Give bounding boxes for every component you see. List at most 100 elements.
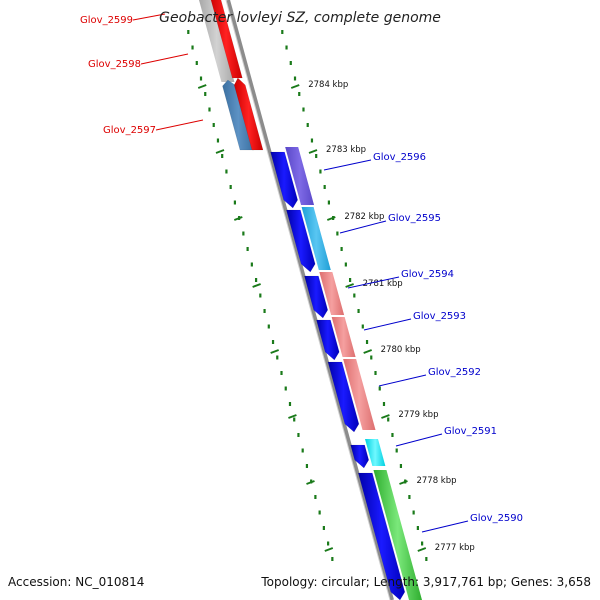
- gene-arrow-glov-2592: [327, 361, 360, 433]
- scale-dot: [267, 324, 270, 329]
- kbp-tick-label: 2780 kbp: [381, 345, 421, 355]
- gene-bar-glov-2591: [364, 439, 386, 466]
- scale-dot: [288, 402, 292, 406]
- scale-dot: [353, 293, 356, 298]
- gene-arrow-glov-2597: [233, 77, 264, 151]
- kbp-tick-mark: [324, 547, 334, 552]
- scale-dot: [348, 278, 352, 282]
- scale-dot: [301, 448, 304, 453]
- scale-dot: [421, 541, 424, 546]
- scale-dot: [408, 495, 411, 499]
- kbp-tick-label: 2783 kbp: [326, 145, 366, 155]
- kbp-tick-mark: [197, 84, 207, 89]
- kbp-tick-mark: [417, 547, 427, 552]
- gene-arrow-glov-2590: [357, 472, 406, 600]
- scale-track: 2784 kbp 2783 kbp 2782 kbp 2781 kbp 2780 kbp…: [187, 30, 475, 561]
- gene-arrow-glov-2595: [286, 209, 316, 273]
- gene-label-glov-2599: Glov_2599: [80, 15, 133, 26]
- leader-line: [323, 159, 372, 171]
- gene-bar-glov-2595: [301, 207, 331, 270]
- genome-backbone-highlight: [225, 0, 391, 600]
- kbp-tick-label: 2777 kbp: [435, 543, 475, 553]
- scale-dot: [276, 355, 279, 360]
- scale-dot: [378, 386, 381, 391]
- gene-bar-glov-2590: [373, 470, 422, 600]
- scale-dot: [221, 154, 224, 158]
- gene-label-glov-2590: Glov_2590: [470, 513, 523, 524]
- kbp-tick-mark: [306, 480, 315, 485]
- scale-dot: [289, 61, 292, 65]
- scale-dot: [310, 138, 314, 143]
- scale-dot: [425, 557, 428, 561]
- gene-label-glov-2592: Glov_2592: [428, 367, 481, 378]
- kbp-tick-label: 2779 kbp: [398, 410, 438, 420]
- scale-dot: [271, 340, 275, 344]
- leader-line: [140, 53, 189, 65]
- scale-dot: [302, 107, 305, 112]
- gene-bar-glov-2593: [331, 317, 356, 357]
- scale-dot: [340, 247, 343, 251]
- scale-dot: [361, 324, 364, 329]
- scale-dot: [259, 293, 262, 298]
- scale-dot: [191, 45, 194, 50]
- gene-features: [199, 0, 422, 600]
- kbp-tick-label: 2778 kbp: [416, 476, 456, 486]
- scale-dot: [387, 417, 390, 422]
- scale-dot: [370, 355, 373, 360]
- scale-dot: [293, 417, 296, 422]
- scale-dot: [229, 185, 232, 189]
- leader-line: [155, 119, 204, 131]
- kbp-tick-mark: [363, 349, 373, 354]
- scale-dot: [306, 123, 309, 127]
- gene-bar-glov-2596: [285, 147, 315, 205]
- scale-dot: [399, 464, 403, 468]
- scale-dot: [216, 138, 220, 143]
- gene-arrow-glov-2594: [304, 275, 329, 319]
- scale-dot: [263, 309, 266, 313]
- kbp-tick-label: 2784 kbp: [308, 80, 348, 90]
- kbp-tick-mark: [233, 216, 243, 221]
- scale-dot: [233, 200, 237, 205]
- scale-dot: [412, 510, 415, 515]
- scale-dot: [365, 340, 369, 344]
- kbp-tick-mark: [326, 216, 336, 221]
- genome-summary-text: Topology: circular; Length: 3,917,761 bp…: [260, 575, 591, 589]
- scale-dot: [297, 433, 300, 437]
- gene-label-glov-2598: Glov_2598: [88, 59, 141, 70]
- gene-labels: Glov_2599 Glov_2598 Glov_2597 Glov_2596 Glov…: [80, 13, 523, 533]
- scale-dot: [318, 510, 321, 515]
- kbp-tick-mark: [399, 480, 408, 485]
- scale-dot: [327, 541, 330, 546]
- scale-dot: [250, 262, 253, 267]
- leader-line: [395, 433, 443, 447]
- gene-arrow-glov-2591: [350, 444, 370, 469]
- leader-line: [339, 220, 387, 234]
- scale-dot: [246, 247, 249, 251]
- scale-dot: [344, 262, 347, 267]
- leader-line: [363, 318, 412, 331]
- gene-label-glov-2596: Glov_2596: [373, 152, 426, 163]
- scale-dot: [280, 371, 283, 375]
- gene-arrow-glov-2596: [270, 151, 298, 209]
- gene-label-glov-2595: Glov_2595: [388, 213, 441, 224]
- kbp-tick-mark: [290, 84, 300, 89]
- scale-dot: [285, 45, 288, 50]
- scale-dot: [242, 231, 245, 236]
- leader-line: [378, 374, 427, 387]
- scale-dot: [391, 433, 394, 437]
- scale-dot: [204, 92, 207, 96]
- scale-dot: [357, 309, 360, 313]
- scale-dot: [225, 169, 228, 174]
- scale-dot: [284, 386, 287, 391]
- gene-bar-glov-2598: [199, 0, 235, 82]
- scale-dot: [195, 61, 198, 65]
- kbp-tick-mark: [345, 283, 354, 288]
- scale-dot: [374, 371, 377, 375]
- kbp-tick-mark: [252, 283, 261, 288]
- scale-dot: [319, 169, 322, 174]
- leader-line: [132, 13, 166, 21]
- scale-dot: [416, 526, 419, 530]
- kbp-tick-mark: [381, 414, 390, 419]
- scale-dot: [382, 402, 386, 406]
